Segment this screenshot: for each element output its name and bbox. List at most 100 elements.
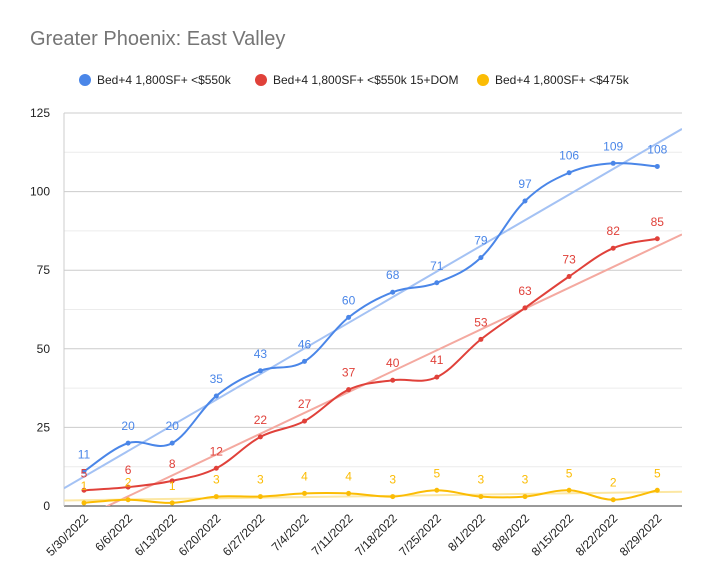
data-label: 43: [254, 347, 268, 361]
x-tick-label: 7/4/2022: [269, 511, 312, 554]
data-point: [257, 494, 263, 500]
data-point: [81, 468, 87, 474]
x-tick-label: 8/15/2022: [529, 511, 577, 559]
legend-entry: Bed+4 1,800SF+ <$550k 15+DOM: [273, 73, 458, 87]
x-tick-label: 7/18/2022: [352, 511, 400, 559]
legend-marker: [477, 74, 489, 86]
y-tick-label: 100: [30, 185, 50, 199]
series-line: [83, 162, 658, 473]
series-line: [83, 489, 658, 504]
data-point: [566, 273, 572, 279]
data-point: [654, 236, 660, 242]
y-tick-label: 125: [30, 106, 50, 120]
data-label: 4: [301, 469, 308, 483]
x-tick-label: 6/20/2022: [176, 511, 224, 559]
data-point: [257, 434, 263, 440]
y-tick-label: 50: [37, 342, 51, 356]
x-tick-label: 6/13/2022: [132, 511, 180, 559]
y-tick-label: 0: [43, 499, 50, 513]
x-tick-label: 8/29/2022: [617, 511, 665, 559]
data-point: [257, 368, 263, 374]
data-point: [478, 494, 484, 500]
x-tick-label: 6/6/2022: [92, 511, 135, 554]
data-label: 27: [298, 397, 312, 411]
data-label: 3: [522, 473, 529, 487]
data-point: [434, 374, 440, 380]
data-point: [213, 393, 219, 399]
data-label: 3: [478, 473, 485, 487]
data-point: [81, 500, 87, 506]
data-label: 6: [125, 463, 132, 477]
x-tick-label: 7/25/2022: [396, 511, 444, 559]
data-point: [522, 305, 528, 311]
y-tick-label: 25: [37, 420, 51, 434]
data-label: 1: [169, 479, 176, 493]
data-label: 5: [654, 466, 661, 480]
data-point: [125, 440, 131, 446]
data-label: 40: [386, 356, 400, 370]
data-label: 97: [518, 177, 532, 191]
data-point: [654, 487, 660, 493]
data-label: 46: [298, 337, 312, 351]
data-point: [610, 497, 616, 503]
data-point: [125, 484, 131, 490]
data-label: 20: [166, 419, 180, 433]
data-label: 108: [647, 142, 667, 156]
data-point: [434, 280, 440, 286]
data-point: [566, 487, 572, 493]
trendline: [64, 128, 682, 490]
data-point: [125, 497, 131, 503]
data-label: 71: [430, 259, 444, 273]
data-point: [434, 487, 440, 493]
data-label: 5: [566, 466, 573, 480]
chart-title: Greater Phoenix: East Valley: [30, 28, 286, 50]
data-label: 68: [386, 268, 400, 282]
data-point: [610, 245, 616, 251]
data-point: [566, 170, 572, 176]
data-point: [213, 494, 219, 500]
data-label: 12: [210, 444, 224, 458]
x-tick-label: 7/11/2022: [309, 511, 356, 558]
x-tick-label: 8/1/2022: [445, 511, 488, 554]
legend-marker: [255, 74, 267, 86]
data-point: [169, 500, 175, 506]
data-point: [346, 490, 352, 496]
data-point: [654, 163, 660, 169]
x-tick-label: 8/22/2022: [573, 511, 621, 559]
data-point: [302, 418, 307, 424]
data-label: 1: [81, 479, 88, 493]
data-label: 8: [169, 457, 176, 471]
data-label: 109: [603, 139, 623, 153]
x-tick-label: 8/8/2022: [489, 511, 532, 554]
data-label: 35: [210, 372, 224, 386]
data-point: [478, 255, 484, 261]
legend-marker: [79, 74, 91, 86]
data-label: 85: [651, 215, 665, 229]
data-point: [302, 358, 307, 364]
data-label: 82: [607, 224, 621, 238]
data-label: 2: [125, 476, 132, 490]
x-tick-label: 6/27/2022: [220, 511, 268, 559]
data-point: [169, 478, 175, 484]
data-point: [390, 494, 396, 500]
data-label: 4: [345, 469, 352, 483]
data-point: [81, 487, 87, 493]
data-point: [522, 494, 528, 500]
data-label: 2: [610, 476, 617, 490]
data-label: 73: [562, 252, 576, 266]
data-point: [610, 160, 616, 166]
data-label: 41: [430, 353, 444, 367]
data-point: [346, 387, 352, 393]
data-label: 3: [257, 473, 264, 487]
data-label: 3: [213, 473, 220, 487]
data-point: [390, 377, 396, 383]
data-label: 60: [342, 293, 356, 307]
data-point: [522, 198, 528, 204]
data-label: 37: [342, 366, 356, 380]
data-label: 3: [389, 473, 396, 487]
legend-entry: Bed+4 1,800SF+ <$550k: [97, 73, 232, 87]
y-tick-label: 75: [37, 263, 51, 277]
data-label: 5: [433, 466, 440, 480]
